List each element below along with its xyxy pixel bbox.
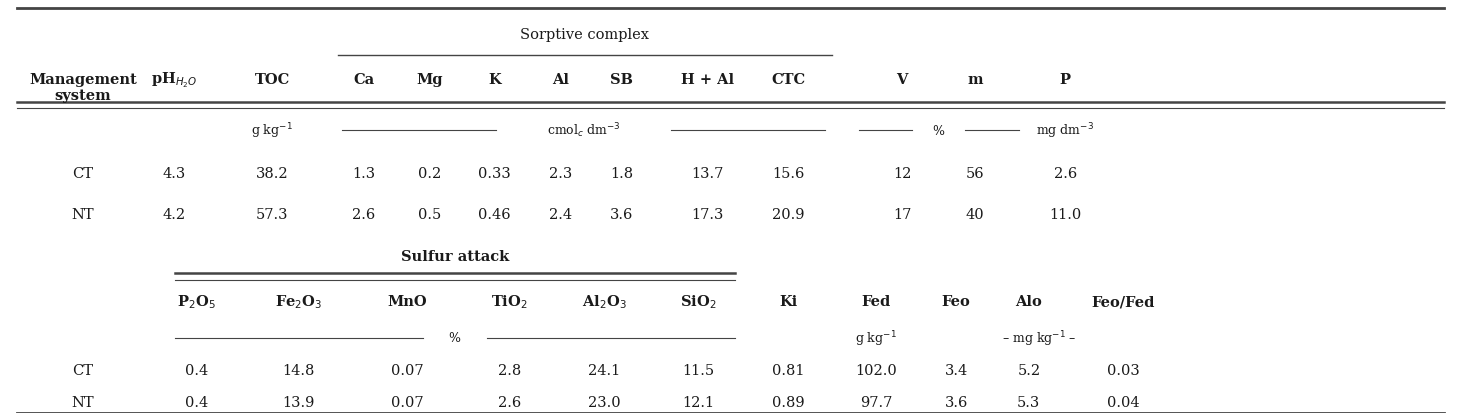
Text: Feo/Fed: Feo/Fed — [1091, 294, 1156, 309]
Text: 24.1: 24.1 — [587, 363, 619, 377]
Text: Alo: Alo — [1015, 294, 1042, 309]
Text: 23.0: 23.0 — [587, 395, 619, 408]
Text: 17: 17 — [893, 207, 912, 221]
Text: g kg$^{-1}$: g kg$^{-1}$ — [855, 328, 897, 348]
Text: 11.5: 11.5 — [682, 363, 714, 377]
Text: 0.04: 0.04 — [1107, 395, 1140, 408]
Text: CT: CT — [73, 363, 94, 377]
Text: 2.6: 2.6 — [1053, 166, 1077, 180]
Text: 0.03: 0.03 — [1107, 363, 1140, 377]
Text: 1.8: 1.8 — [609, 166, 633, 180]
Text: 0.4: 0.4 — [184, 363, 207, 377]
Text: 3.6: 3.6 — [944, 395, 967, 408]
Text: g kg$^{-1}$: g kg$^{-1}$ — [251, 121, 292, 140]
Text: P$_2$O$_5$: P$_2$O$_5$ — [177, 292, 216, 310]
Text: H + Al: H + Al — [681, 73, 733, 87]
Text: 13.9: 13.9 — [282, 395, 314, 408]
Text: NT: NT — [72, 207, 94, 221]
Text: m: m — [967, 73, 983, 87]
Text: Feo: Feo — [942, 294, 970, 309]
Text: pH$_{H_2O}$: pH$_{H_2O}$ — [152, 70, 197, 90]
Text: 102.0: 102.0 — [855, 363, 897, 377]
Text: 5.2: 5.2 — [1017, 363, 1040, 377]
Text: 0.07: 0.07 — [392, 395, 424, 408]
Text: MnO: MnO — [387, 294, 427, 309]
Text: K: K — [488, 73, 501, 87]
Text: Al: Al — [552, 73, 568, 87]
Text: 0.89: 0.89 — [773, 395, 805, 408]
Text: 2.8: 2.8 — [498, 363, 522, 377]
Text: %: % — [449, 331, 460, 344]
Text: 0.46: 0.46 — [478, 207, 511, 221]
Text: 0.4: 0.4 — [184, 395, 207, 408]
Text: TOC: TOC — [254, 73, 289, 87]
Text: 4.2: 4.2 — [164, 207, 186, 221]
Text: NT: NT — [72, 395, 94, 408]
Text: Mg: Mg — [416, 73, 443, 87]
Text: Sulfur attack: Sulfur attack — [400, 250, 508, 263]
Text: Fed: Fed — [862, 294, 891, 309]
Text: Management
system: Management system — [29, 73, 137, 103]
Text: 12.1: 12.1 — [682, 395, 714, 408]
Text: %: % — [932, 124, 945, 137]
Text: P: P — [1059, 73, 1071, 87]
Text: 3.4: 3.4 — [944, 363, 967, 377]
Text: mg dm$^{-3}$: mg dm$^{-3}$ — [1036, 121, 1094, 140]
Text: 12: 12 — [893, 166, 912, 180]
Text: 56: 56 — [966, 166, 985, 180]
Text: 2.6: 2.6 — [498, 395, 522, 408]
Text: CT: CT — [73, 166, 94, 180]
Text: SiO$_2$: SiO$_2$ — [681, 292, 717, 310]
Text: 15.6: 15.6 — [773, 166, 805, 180]
Text: 40: 40 — [966, 207, 985, 221]
Text: Ki: Ki — [780, 294, 798, 309]
Text: 20.9: 20.9 — [773, 207, 805, 221]
Text: cmol$_c$ dm$^{-3}$: cmol$_c$ dm$^{-3}$ — [546, 121, 621, 140]
Text: 2.6: 2.6 — [352, 207, 375, 221]
Text: 3.6: 3.6 — [609, 207, 633, 221]
Text: – mg kg$^{-1}$ –: – mg kg$^{-1}$ – — [1002, 328, 1077, 348]
Text: 97.7: 97.7 — [861, 395, 893, 408]
Text: 57.3: 57.3 — [256, 207, 288, 221]
Text: SB: SB — [609, 73, 633, 87]
Text: 0.2: 0.2 — [418, 166, 441, 180]
Text: 13.7: 13.7 — [691, 166, 723, 180]
Text: 2.3: 2.3 — [548, 166, 571, 180]
Text: 0.81: 0.81 — [773, 363, 805, 377]
Text: 5.3: 5.3 — [1017, 395, 1040, 408]
Text: 0.07: 0.07 — [392, 363, 424, 377]
Text: 1.3: 1.3 — [352, 166, 375, 180]
Text: 2.4: 2.4 — [549, 207, 571, 221]
Text: 38.2: 38.2 — [256, 166, 288, 180]
Text: TiO$_2$: TiO$_2$ — [491, 292, 527, 310]
Text: 4.3: 4.3 — [162, 166, 186, 180]
Text: Al$_2$O$_3$: Al$_2$O$_3$ — [581, 292, 627, 310]
Text: 0.33: 0.33 — [478, 166, 511, 180]
Text: Ca: Ca — [354, 73, 374, 87]
Text: 14.8: 14.8 — [282, 363, 314, 377]
Text: CTC: CTC — [771, 73, 806, 87]
Text: 0.5: 0.5 — [418, 207, 441, 221]
Text: Sorptive complex: Sorptive complex — [520, 28, 650, 42]
Text: Fe$_2$O$_3$: Fe$_2$O$_3$ — [275, 292, 321, 310]
Text: 17.3: 17.3 — [691, 207, 723, 221]
Text: V: V — [897, 73, 907, 87]
Text: 11.0: 11.0 — [1049, 207, 1081, 221]
